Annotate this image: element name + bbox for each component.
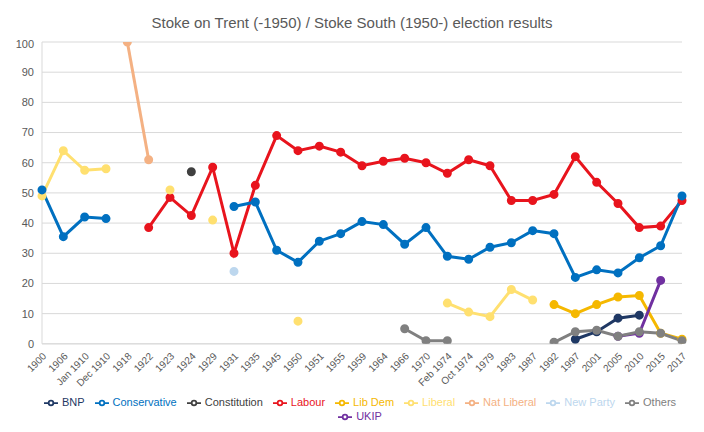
svg-text:40: 40 — [22, 217, 34, 229]
svg-text:1945: 1945 — [260, 350, 284, 374]
html-text:Labour: Labour — [290, 395, 326, 408]
svg-text:Oct 1974: Oct 1974 — [439, 350, 476, 387]
svg-text:1918: 1918 — [110, 350, 134, 374]
svg-text:1922: 1922 — [132, 350, 156, 374]
svg-text:30: 30 — [22, 247, 34, 259]
html-text:Constitution: Constitution — [204, 395, 263, 408]
svg-text:2017: 2017 — [665, 350, 689, 374]
svg-text:1997: 1997 — [558, 350, 582, 374]
svg-text:70: 70 — [22, 126, 34, 138]
html-text:Stoke on Trent (-1950) / Stoke: Stoke on Trent (-1950) / Stoke South (19… — [151, 14, 553, 31]
svg-text:1923: 1923 — [153, 350, 177, 374]
svg-text:Feb 1974: Feb 1974 — [416, 350, 454, 389]
html-text:Liberal: Liberal — [422, 395, 456, 408]
svg-text:10: 10 — [22, 308, 34, 320]
html-text:UKIP: UKIP — [356, 409, 382, 422]
svg-text:60: 60 — [22, 157, 34, 169]
svg-text:Dec 1910: Dec 1910 — [74, 350, 112, 388]
svg-text:1955: 1955 — [324, 350, 348, 374]
svg-text:1979: 1979 — [473, 350, 497, 374]
svg-text:100: 100 — [16, 38, 34, 50]
svg-text:1929: 1929 — [196, 350, 220, 374]
html-text:New Party: New Party — [564, 395, 616, 408]
svg-text:1951: 1951 — [302, 350, 326, 374]
svg-text:1900: 1900 — [25, 350, 49, 374]
svg-text:20: 20 — [22, 277, 34, 289]
svg-text:0: 0 — [28, 338, 34, 350]
html-text:Conservative: Conservative — [112, 395, 177, 408]
svg-text:2015: 2015 — [644, 350, 668, 374]
svg-text:1992: 1992 — [537, 350, 561, 374]
svg-text:90: 90 — [22, 66, 34, 78]
html-text:Nat Liberal: Nat Liberal — [483, 395, 537, 408]
svg-text:Jan 1910: Jan 1910 — [54, 350, 92, 388]
svg-text:1966: 1966 — [388, 350, 412, 374]
svg-text:1970: 1970 — [408, 350, 433, 374]
svg-text:50: 50 — [22, 187, 34, 199]
svg-text:1924: 1924 — [174, 350, 198, 374]
svg-text:1935: 1935 — [238, 350, 262, 374]
svg-text:1931: 1931 — [217, 350, 241, 374]
html-text:BNP: BNP — [61, 395, 85, 408]
svg-text:2001: 2001 — [580, 350, 604, 374]
html-text:Lib Dem: Lib Dem — [353, 395, 395, 408]
svg-text:1964: 1964 — [366, 350, 390, 374]
svg-text:2005: 2005 — [601, 350, 625, 374]
svg-text:1983: 1983 — [494, 350, 518, 374]
svg-text:1987: 1987 — [516, 350, 540, 374]
svg-text:1959: 1959 — [345, 350, 369, 374]
svg-text:80: 80 — [22, 96, 34, 108]
html-text:Others: Others — [643, 395, 677, 408]
svg-text:1950: 1950 — [281, 350, 305, 374]
svg-text:2010: 2010 — [622, 350, 646, 374]
svg-text:1906: 1906 — [46, 350, 70, 374]
